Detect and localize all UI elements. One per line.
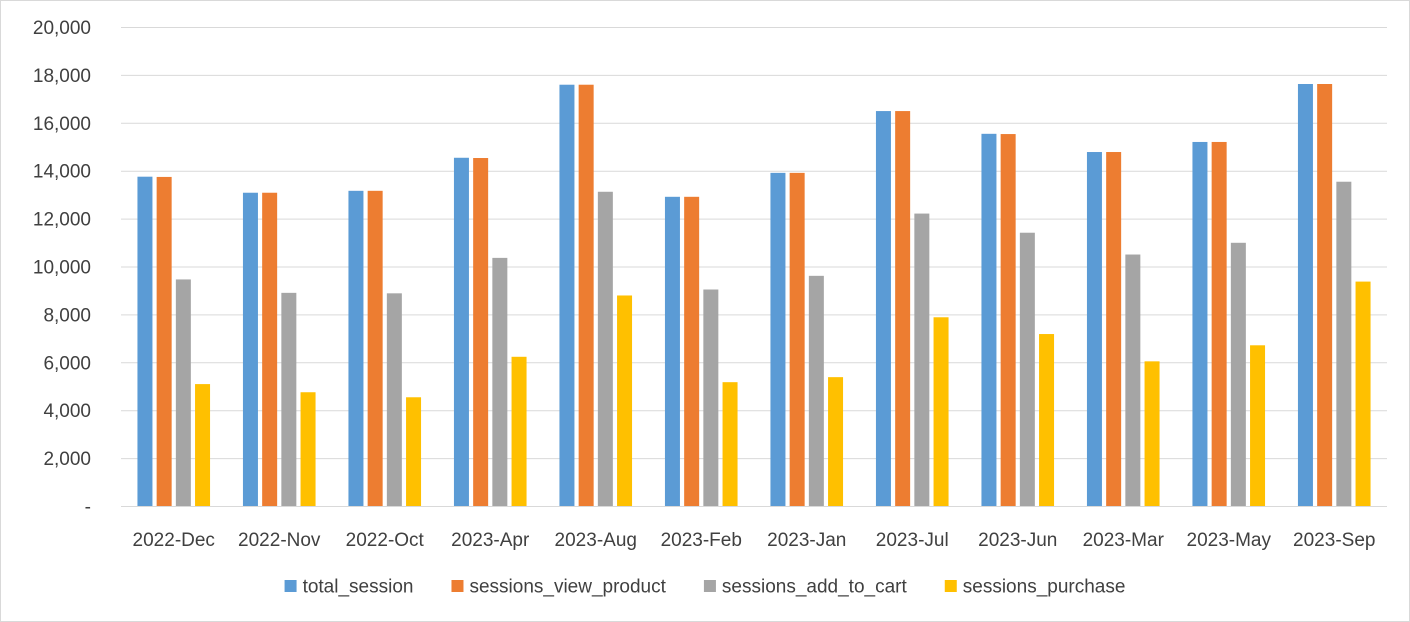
- bar-sessions-purchase: [828, 377, 844, 506]
- bar-sessions-add-to-cart: [808, 275, 824, 506]
- bar-total-session: [770, 172, 786, 506]
- legend-swatch: [944, 580, 957, 592]
- legend-label: total_session: [303, 577, 414, 598]
- x-tick-label: 2023-Apr: [451, 530, 530, 551]
- bar-sessions-view-product: [1211, 141, 1227, 506]
- legend-swatch: [451, 580, 464, 592]
- bar-sessions-add-to-cart: [703, 289, 719, 506]
- bar-sessions-view-product: [578, 84, 594, 507]
- bar-sessions-view-product: [1317, 84, 1333, 506]
- bar-sessions-view-product: [895, 111, 911, 506]
- bar-sessions-add-to-cart: [175, 279, 191, 506]
- legend-item-sessions-add-to-cart: sessions_add_to_cart: [703, 577, 908, 598]
- y-tick-label: 8,000: [43, 305, 91, 326]
- bar-sessions-purchase: [1250, 345, 1266, 506]
- x-tick-label: 2023-Jun: [978, 530, 1057, 551]
- y-tick-label: 20,000: [33, 18, 91, 39]
- legend: total_session sessions_view_product sessio…: [284, 577, 1126, 598]
- y-tick-label: 6,000: [43, 353, 91, 374]
- bar-sessions-add-to-cart: [914, 213, 930, 506]
- x-tick-label: 2023-Jan: [767, 530, 846, 551]
- bar-sessions-add-to-cart: [386, 293, 402, 506]
- bar-sessions-view-product: [156, 176, 172, 506]
- y-tick-label: 4,000: [43, 401, 91, 422]
- y-tick-label: -: [85, 497, 91, 518]
- bar-sessions-view-product: [789, 172, 805, 506]
- bar-sessions-view-product: [473, 158, 489, 506]
- bar-sessions-add-to-cart: [1230, 242, 1246, 507]
- bar-sessions-purchase: [406, 397, 422, 506]
- bar-sessions-purchase: [933, 317, 949, 506]
- bar-total-session: [664, 196, 680, 507]
- bar-sessions-view-product: [1106, 152, 1122, 507]
- bar-sessions-add-to-cart: [281, 292, 297, 506]
- x-tick-label: 2022-Dec: [133, 530, 215, 551]
- bar-sessions-add-to-cart: [492, 257, 508, 506]
- x-tick-label: 2023-Sep: [1293, 530, 1375, 551]
- y-axis-tick-labels: - 2,000 4,000 6,000 8,000 10,000 12,000 14,000 1…: [33, 18, 91, 518]
- bar-total-session: [559, 84, 575, 507]
- legend-label: sessions_view_product: [469, 577, 666, 598]
- bar-total-session: [348, 190, 364, 506]
- bar-sessions-add-to-cart: [597, 191, 613, 506]
- bar-sessions-purchase: [1039, 334, 1055, 506]
- x-tick-label: 2023-May: [1187, 530, 1272, 551]
- bar-sessions-view-product: [684, 196, 700, 507]
- legend-label: sessions_add_to_cart: [722, 577, 908, 598]
- bar-sessions-view-product: [262, 192, 278, 506]
- x-tick-label: 2023-Mar: [1083, 530, 1165, 551]
- y-tick-label: 18,000: [33, 66, 91, 87]
- bar-sessions-purchase: [195, 384, 211, 506]
- x-tick-label: 2022-Oct: [346, 530, 425, 551]
- x-tick-label: 2023-Feb: [661, 530, 742, 551]
- legend-item-sessions-view-product: sessions_view_product: [451, 577, 667, 598]
- legend-label: sessions_purchase: [963, 577, 1126, 598]
- bar-sessions-add-to-cart: [1125, 254, 1141, 506]
- bar-total-session: [981, 133, 997, 506]
- legend-item-total-session: total_session: [284, 577, 414, 598]
- bar-sessions-purchase: [300, 392, 316, 506]
- y-tick-label: 12,000: [33, 210, 91, 231]
- bar-sessions-add-to-cart: [1336, 181, 1352, 507]
- y-tick-label: 14,000: [33, 162, 91, 183]
- bar-total-session: [242, 192, 258, 506]
- bar-total-session: [1192, 141, 1208, 506]
- x-tick-label: 2023-Aug: [555, 530, 637, 551]
- bar-total-session: [453, 157, 469, 506]
- bar-sessions-purchase: [617, 295, 633, 506]
- bar-sessions-purchase: [511, 356, 527, 506]
- bar-sessions-purchase: [722, 382, 738, 506]
- y-tick-label: 16,000: [33, 114, 91, 135]
- bar-sessions-purchase: [1355, 281, 1371, 506]
- bars: [137, 84, 1371, 507]
- legend-swatch: [703, 580, 716, 592]
- x-tick-label: 2022-Nov: [238, 530, 321, 551]
- x-tick-label: 2023-Jul: [876, 530, 949, 551]
- bar-total-session: [137, 176, 153, 506]
- bar-sessions-purchase: [1144, 361, 1160, 506]
- gridlines: [121, 27, 1387, 507]
- bar-sessions-add-to-cart: [1019, 232, 1035, 506]
- legend-swatch: [284, 580, 297, 592]
- bar-sessions-view-product: [1000, 134, 1016, 506]
- bar-total-session: [1086, 152, 1102, 507]
- bar-total-session: [1297, 84, 1313, 506]
- bar-sessions-view-product: [367, 190, 383, 506]
- x-axis-tick-labels: 2022-Dec 2022-Nov 2022-Oct 2023-Apr 2023-Aug…: [133, 530, 1376, 551]
- legend-item-sessions-purchase: sessions_purchase: [944, 577, 1126, 598]
- bar-total-session: [875, 111, 891, 506]
- y-tick-label: 2,000: [43, 449, 91, 470]
- y-tick-label: 10,000: [33, 258, 91, 279]
